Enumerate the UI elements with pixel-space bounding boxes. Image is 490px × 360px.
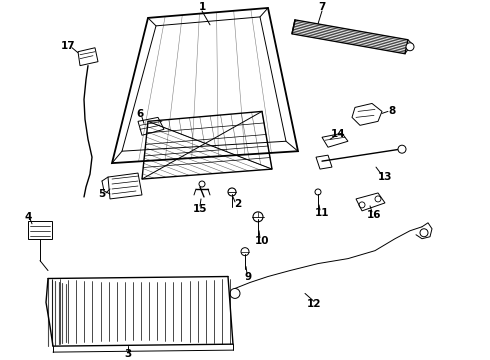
Text: 4: 4: [24, 212, 32, 222]
Text: 16: 16: [367, 210, 381, 220]
Text: 11: 11: [315, 208, 329, 218]
Text: 14: 14: [331, 129, 345, 139]
Text: 2: 2: [234, 199, 242, 209]
Text: 1: 1: [198, 2, 206, 12]
Text: 17: 17: [61, 41, 75, 51]
Text: 6: 6: [136, 109, 144, 120]
Text: 15: 15: [193, 204, 207, 214]
Text: 5: 5: [98, 189, 106, 199]
Text: 8: 8: [389, 107, 395, 116]
Circle shape: [406, 43, 414, 51]
Text: 3: 3: [124, 349, 132, 359]
Text: 12: 12: [307, 300, 321, 309]
Text: 10: 10: [255, 236, 269, 246]
Text: 7: 7: [318, 2, 326, 12]
Text: 9: 9: [245, 271, 251, 282]
Circle shape: [398, 145, 406, 153]
Text: 13: 13: [378, 172, 392, 182]
